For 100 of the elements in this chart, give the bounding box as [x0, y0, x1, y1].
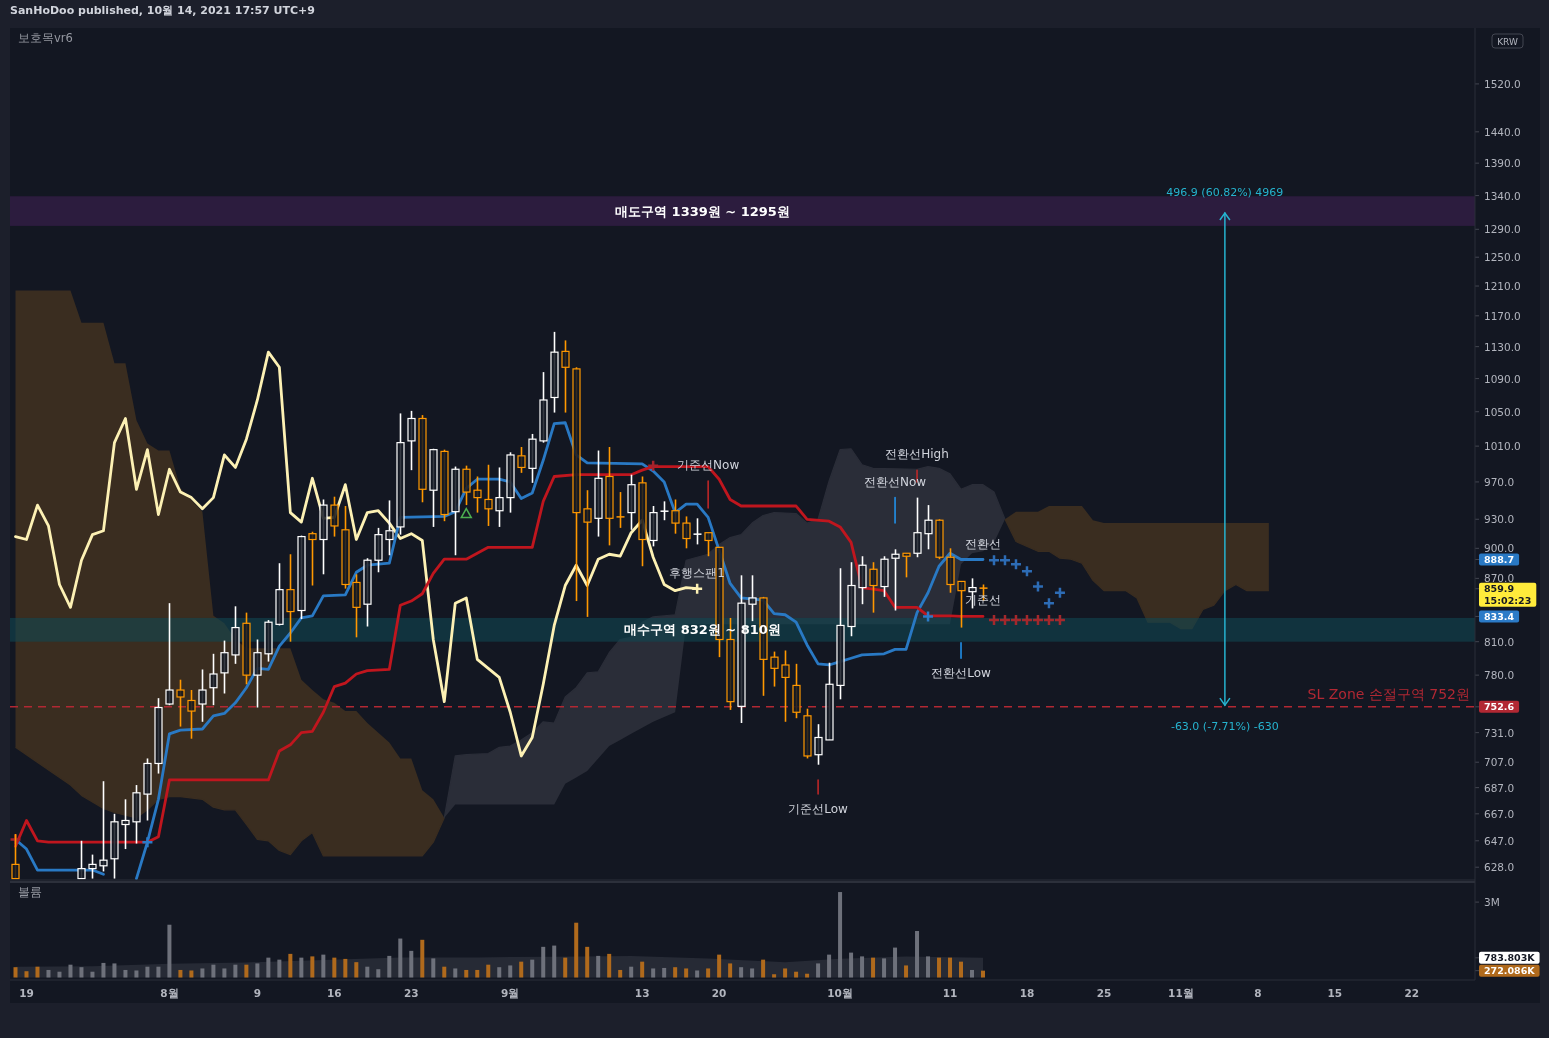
- x-tick-label: 23: [403, 986, 419, 999]
- bar: [739, 967, 744, 978]
- bar: [354, 962, 359, 978]
- bar: [343, 958, 348, 978]
- bar: [409, 950, 414, 978]
- candlestick: [286, 553, 295, 643]
- point: [1042, 613, 1056, 627]
- chart-title: 볼륨: [18, 885, 42, 899]
- point: [141, 835, 154, 849]
- bar: [189, 970, 194, 978]
- bar: [860, 956, 865, 978]
- x-tick-label: 8월: [160, 986, 179, 999]
- bar: [728, 963, 733, 978]
- bar: [497, 967, 502, 978]
- candlestick: [198, 668, 207, 723]
- candlestick: [121, 798, 130, 850]
- bar: [871, 957, 876, 978]
- bar: [123, 969, 128, 978]
- bar: [706, 968, 711, 978]
- y-tick-label: 859.9: [1484, 583, 1515, 595]
- y-tick-label: 1170.0: [1484, 309, 1521, 322]
- annotation: 전환선Now: [863, 474, 927, 489]
- bar: [398, 938, 403, 978]
- bar: [959, 961, 964, 978]
- bar: [794, 971, 799, 978]
- point: [1020, 613, 1034, 627]
- y-tick-label: 1290.0: [1484, 223, 1521, 236]
- bar: [651, 968, 656, 978]
- bar: [167, 924, 172, 978]
- bar: [673, 967, 678, 978]
- candlestick: [473, 475, 482, 514]
- bar: [101, 962, 106, 978]
- bar: [618, 969, 623, 978]
- bar: [266, 957, 271, 978]
- point: [690, 582, 704, 595]
- bar: [321, 954, 326, 978]
- y-tick-label: 628.0: [1484, 861, 1515, 874]
- bar: [486, 964, 491, 978]
- y-tick-label: 930.0: [1484, 513, 1515, 526]
- band-label: 매도구역 1339원 ~ 1295원: [615, 203, 790, 219]
- bar: [585, 946, 590, 978]
- y-tick-label: 1090.0: [1484, 372, 1521, 385]
- bar: [552, 945, 557, 978]
- y-tick-label: 870.0: [1484, 572, 1515, 585]
- bar: [607, 953, 612, 978]
- candlestick: [495, 466, 504, 528]
- bar: [948, 957, 953, 978]
- bar: [574, 922, 579, 978]
- x-tick-label: 25: [1096, 986, 1112, 999]
- candlestick: [902, 552, 911, 579]
- candlestick: [88, 853, 97, 880]
- candlestick: [957, 580, 966, 629]
- bar: [563, 957, 568, 978]
- bar: [24, 971, 29, 978]
- bar: [464, 969, 469, 978]
- bar: [299, 957, 304, 978]
- candlestick: [704, 531, 713, 558]
- bar: [750, 968, 755, 978]
- candlestick: [407, 410, 416, 471]
- bar: [893, 947, 898, 978]
- y-tick-label: 970.0: [1484, 475, 1515, 488]
- candlestick: [517, 446, 526, 474]
- x-tick-label: 15: [1327, 986, 1343, 999]
- candlestick: [671, 498, 680, 535]
- y-tick-label: 1340.0: [1484, 189, 1521, 202]
- bar: [376, 969, 381, 978]
- candlestick: [99, 780, 108, 873]
- bar: [178, 969, 183, 978]
- point: [1020, 565, 1034, 578]
- candlestick: [77, 840, 86, 880]
- bar: [882, 958, 887, 978]
- bar: [838, 892, 843, 978]
- x-tick-label: 10월: [827, 986, 853, 999]
- text: 15:02:23: [1484, 595, 1532, 607]
- bar: [255, 963, 260, 978]
- x-tick-label: 22: [1404, 986, 1420, 999]
- bar: [519, 961, 524, 978]
- x-tick-label: 13: [634, 986, 650, 999]
- point: [1042, 596, 1056, 610]
- x-tick-label: 9월: [501, 986, 520, 999]
- x-tick-label: 11월: [1168, 986, 1194, 999]
- point: [460, 507, 473, 519]
- bar: [211, 964, 216, 978]
- bar: [695, 970, 700, 978]
- bar: [145, 966, 150, 978]
- bar: [926, 956, 931, 978]
- bar: [783, 968, 788, 978]
- x-tick-label: 16: [327, 986, 342, 999]
- bar: [717, 954, 722, 978]
- y-tick-label: 752.6: [1484, 701, 1515, 713]
- point: [1031, 613, 1045, 627]
- bar: [277, 959, 282, 978]
- bar: [640, 961, 645, 978]
- candlestick: [913, 496, 922, 559]
- candlestick: [781, 649, 790, 723]
- bar: [57, 971, 62, 978]
- bar: [937, 957, 942, 978]
- y-tick-label: 783.803K: [1484, 952, 1536, 964]
- bar: [761, 959, 766, 978]
- candlestick: [891, 548, 900, 612]
